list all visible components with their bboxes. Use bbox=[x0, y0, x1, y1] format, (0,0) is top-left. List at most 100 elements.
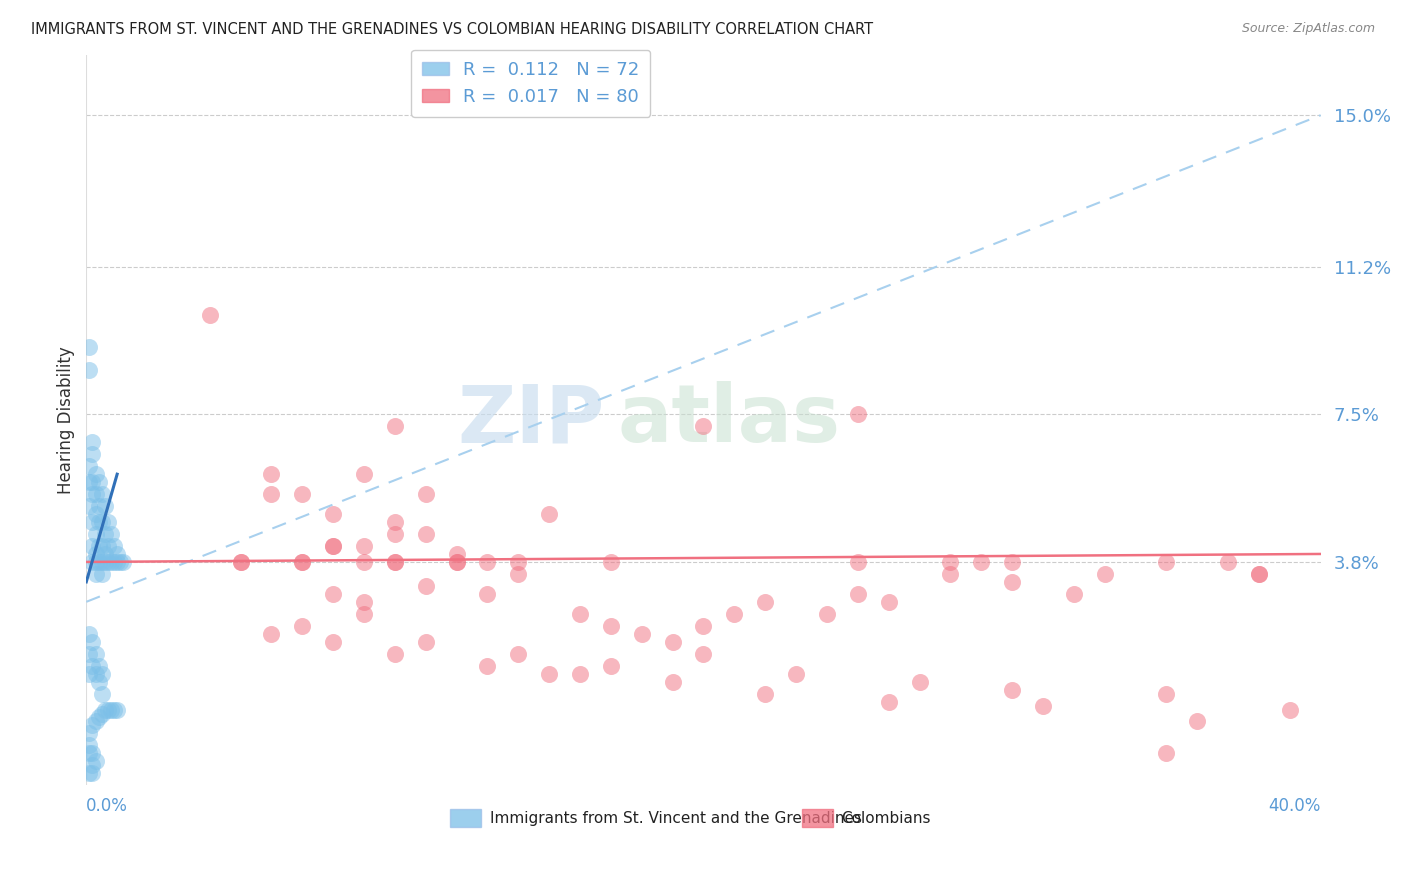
Point bbox=[260, 467, 283, 482]
Point bbox=[105, 555, 128, 569]
Point bbox=[322, 507, 344, 521]
Point bbox=[477, 658, 499, 673]
Point bbox=[87, 555, 110, 569]
Point bbox=[1187, 714, 1209, 729]
Point bbox=[353, 595, 375, 609]
Point bbox=[599, 619, 621, 633]
Point bbox=[1216, 555, 1239, 569]
Point bbox=[754, 595, 776, 609]
Point bbox=[415, 527, 437, 541]
Point bbox=[87, 674, 110, 689]
Point bbox=[384, 527, 406, 541]
Point bbox=[538, 666, 561, 681]
Point bbox=[82, 555, 104, 569]
Point bbox=[84, 647, 107, 661]
Point bbox=[384, 555, 406, 569]
Point bbox=[538, 507, 561, 521]
Point bbox=[1001, 574, 1024, 589]
Point bbox=[322, 587, 344, 601]
Point bbox=[87, 658, 110, 673]
Point bbox=[94, 547, 117, 561]
Point bbox=[353, 467, 375, 482]
Point bbox=[94, 702, 117, 716]
Point bbox=[82, 658, 104, 673]
Point bbox=[100, 555, 122, 569]
Point bbox=[477, 555, 499, 569]
Point bbox=[90, 687, 112, 701]
Point bbox=[508, 566, 530, 581]
Point bbox=[87, 710, 110, 724]
Point bbox=[908, 674, 931, 689]
Point bbox=[90, 666, 112, 681]
Point bbox=[110, 555, 132, 569]
Point bbox=[384, 419, 406, 434]
Point bbox=[84, 755, 107, 769]
Point bbox=[87, 499, 110, 513]
Point bbox=[82, 475, 104, 490]
Text: Source: ZipAtlas.com: Source: ZipAtlas.com bbox=[1241, 22, 1375, 36]
Point bbox=[1032, 698, 1054, 713]
Point bbox=[84, 566, 107, 581]
Point bbox=[291, 555, 314, 569]
Point bbox=[94, 499, 117, 513]
Point bbox=[90, 566, 112, 581]
Point bbox=[508, 555, 530, 569]
Point bbox=[82, 487, 104, 501]
Point bbox=[94, 555, 117, 569]
Y-axis label: Hearing Disability: Hearing Disability bbox=[58, 346, 75, 494]
Point bbox=[90, 487, 112, 501]
Point bbox=[661, 634, 683, 648]
Point bbox=[415, 634, 437, 648]
Point bbox=[291, 487, 314, 501]
Point bbox=[79, 739, 101, 753]
Point bbox=[353, 607, 375, 621]
Point bbox=[82, 747, 104, 761]
Point bbox=[846, 587, 869, 601]
Point bbox=[79, 726, 101, 740]
Point bbox=[82, 539, 104, 553]
Point bbox=[322, 634, 344, 648]
Point bbox=[103, 555, 125, 569]
Point bbox=[103, 539, 125, 553]
Text: atlas: atlas bbox=[617, 382, 841, 459]
Text: IMMIGRANTS FROM ST. VINCENT AND THE GRENADINES VS COLOMBIAN HEARING DISABILITY C: IMMIGRANTS FROM ST. VINCENT AND THE GREN… bbox=[31, 22, 873, 37]
Point bbox=[84, 507, 107, 521]
Point bbox=[97, 555, 120, 569]
Text: ZIP: ZIP bbox=[457, 382, 605, 459]
Point bbox=[90, 515, 112, 529]
Point bbox=[1001, 555, 1024, 569]
Point bbox=[692, 419, 714, 434]
Point bbox=[84, 487, 107, 501]
Point bbox=[1278, 702, 1301, 716]
Point bbox=[260, 626, 283, 640]
Point bbox=[100, 527, 122, 541]
Text: Colombians: Colombians bbox=[841, 811, 931, 826]
Point bbox=[599, 658, 621, 673]
Point bbox=[754, 687, 776, 701]
Point bbox=[79, 363, 101, 377]
Point bbox=[100, 702, 122, 716]
Point bbox=[723, 607, 745, 621]
Point bbox=[82, 766, 104, 780]
Point bbox=[1094, 566, 1116, 581]
Point bbox=[87, 475, 110, 490]
Point bbox=[692, 619, 714, 633]
Point bbox=[384, 515, 406, 529]
Point bbox=[82, 515, 104, 529]
Point bbox=[630, 626, 652, 640]
Point bbox=[87, 515, 110, 529]
Point bbox=[97, 702, 120, 716]
Point bbox=[90, 706, 112, 721]
Point bbox=[94, 527, 117, 541]
Point bbox=[477, 587, 499, 601]
Point bbox=[446, 547, 468, 561]
Point bbox=[79, 647, 101, 661]
Point bbox=[353, 539, 375, 553]
Legend: R =  0.112   N = 72, R =  0.017   N = 80: R = 0.112 N = 72, R = 0.017 N = 80 bbox=[411, 50, 651, 117]
Point bbox=[569, 666, 592, 681]
Point bbox=[90, 555, 112, 569]
Point bbox=[82, 718, 104, 732]
Point bbox=[103, 702, 125, 716]
Point bbox=[84, 666, 107, 681]
Point bbox=[79, 340, 101, 354]
